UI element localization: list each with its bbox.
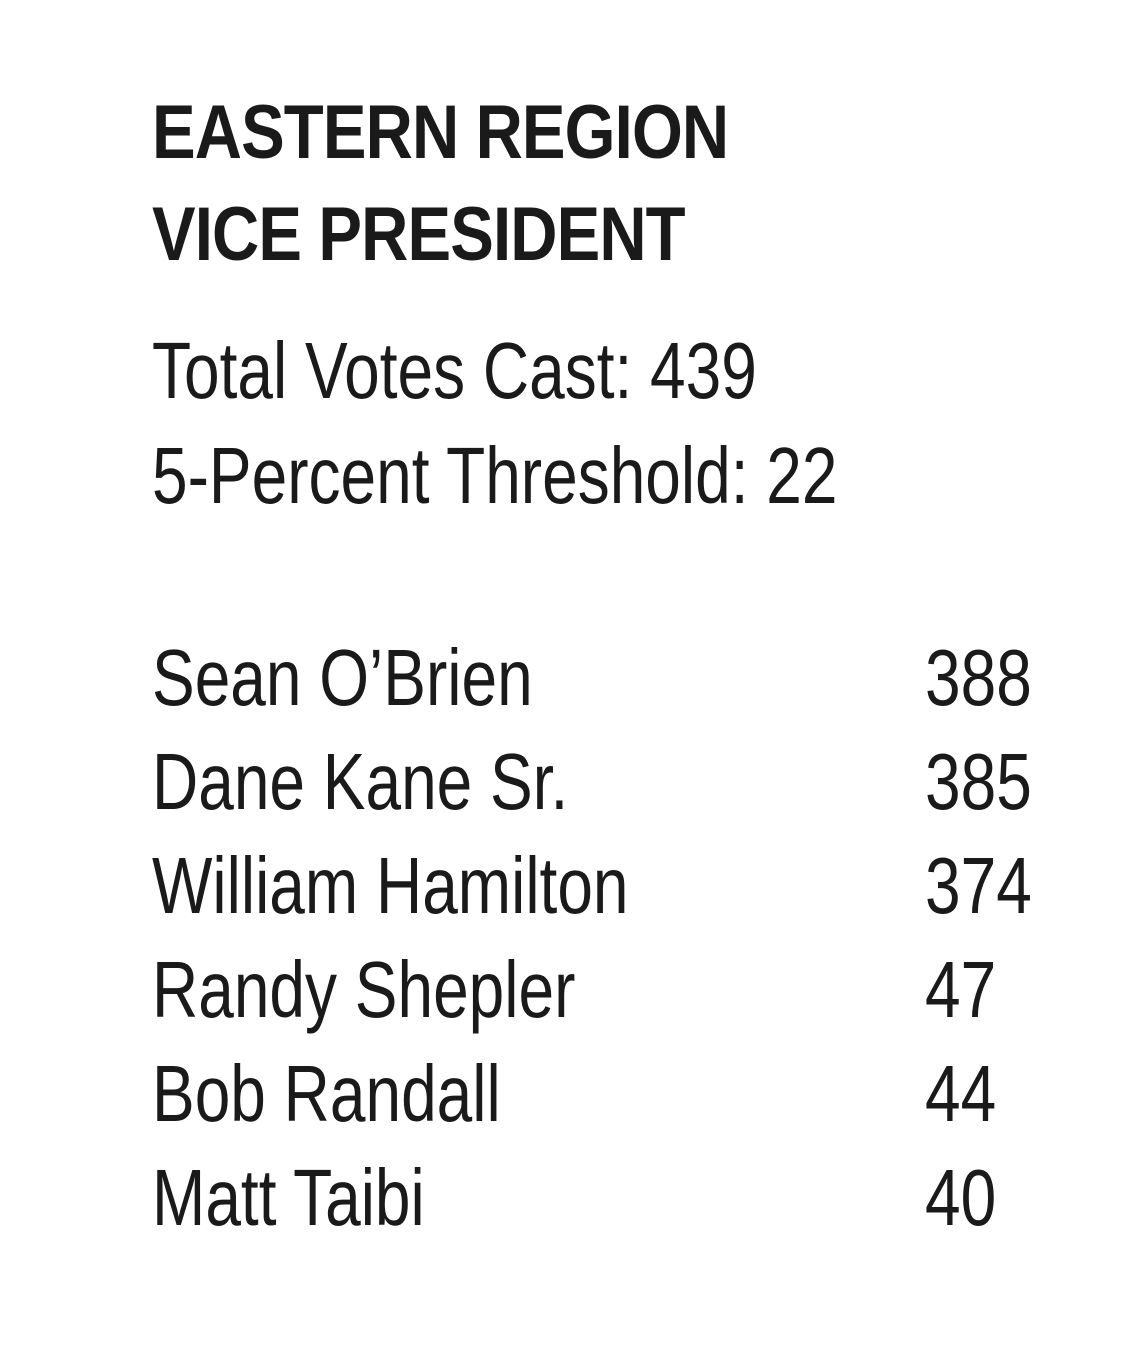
candidate-votes: 44 xyxy=(925,1049,997,1138)
candidate-name: Bob Randall xyxy=(152,1049,501,1138)
result-row: Dane Kane Sr. 385 xyxy=(152,730,1052,834)
candidate-name: Matt Taibi xyxy=(152,1153,425,1242)
result-row: Matt Taibi 40 xyxy=(152,1146,1052,1250)
candidate-name: Sean O’Brien xyxy=(152,633,533,722)
result-row: Randy Shepler 47 xyxy=(152,938,1052,1042)
result-row: William Hamilton 374 xyxy=(152,834,1052,938)
threshold-text: 5-Percent Threshold: 22 xyxy=(152,431,838,520)
candidate-votes: 388 xyxy=(925,633,1032,722)
candidate-name: Dane Kane Sr. xyxy=(152,737,569,826)
total-votes-text: Total Votes Cast: 439 xyxy=(152,326,757,415)
result-row: Bob Randall 44 xyxy=(152,1042,1052,1146)
result-row: Sean O’Brien 388 xyxy=(152,626,1052,730)
candidate-votes: 47 xyxy=(925,945,997,1034)
title-line-1: EASTERN REGION xyxy=(152,90,729,175)
page-title: EASTERN REGION VICE PRESIDENT xyxy=(152,82,729,286)
vote-stats: Total Votes Cast: 439 5-Percent Threshol… xyxy=(152,318,837,528)
candidate-name: Randy Shepler xyxy=(152,945,576,1034)
title-line-2: VICE PRESIDENT xyxy=(152,192,686,277)
candidate-votes: 385 xyxy=(925,737,1032,826)
candidate-votes: 40 xyxy=(925,1153,997,1242)
results-list: Sean O’Brien 388 Dane Kane Sr. 385 Willi… xyxy=(152,626,1052,1250)
candidate-name: William Hamilton xyxy=(152,841,629,930)
candidate-votes: 374 xyxy=(925,841,1032,930)
